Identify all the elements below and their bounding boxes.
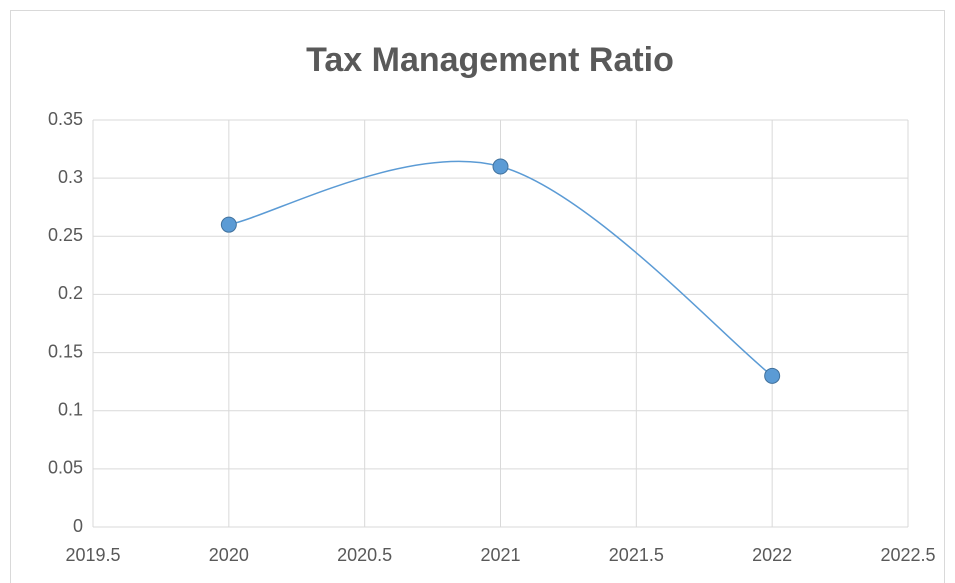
point xyxy=(220,216,237,233)
x-tick-label: 2021.5 xyxy=(609,545,664,565)
x-tick-label: 2022 xyxy=(752,545,792,565)
y-tick-label: 0.05 xyxy=(48,458,83,478)
x-tick-label: 2019.5 xyxy=(65,545,120,565)
chart-border xyxy=(10,10,945,583)
x-tick-label: 2020.5 xyxy=(337,545,392,565)
point xyxy=(764,367,781,384)
y-tick-label: 0.25 xyxy=(48,225,83,245)
y-tick-label: 0.15 xyxy=(48,341,83,361)
x-tick-label: 2021 xyxy=(480,545,520,565)
y-tick-label: 0.1 xyxy=(58,399,83,419)
x-tick-label: 2020 xyxy=(209,545,249,565)
y-tick-label: 0.2 xyxy=(58,283,83,303)
y-tick-label: 0 xyxy=(73,516,83,536)
y-tick-label: 0.3 xyxy=(58,167,83,187)
chart-title: Tax Management Ratio xyxy=(306,41,674,79)
point xyxy=(492,158,509,175)
y-tick-label: 0.35 xyxy=(48,109,83,129)
x-tick-label: 2022.5 xyxy=(880,545,935,565)
